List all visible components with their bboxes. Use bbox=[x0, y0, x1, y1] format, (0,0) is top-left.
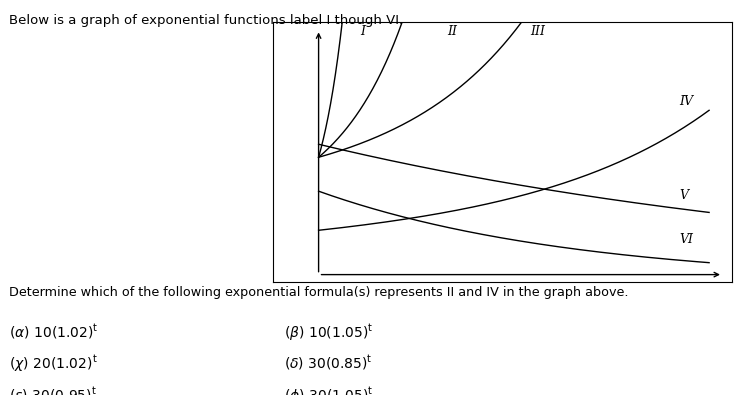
Text: $(\phi)\ \mathregular{30(1.05)^t}$: $(\phi)\ \mathregular{30(1.05)^t}$ bbox=[284, 385, 374, 395]
Text: $(\chi)\ \mathregular{20(1.02)^t}$: $(\chi)\ \mathregular{20(1.02)^t}$ bbox=[9, 354, 98, 374]
Text: VI: VI bbox=[679, 233, 693, 246]
Text: $(\varepsilon)\ \mathregular{30(0.95)^t}$: $(\varepsilon)\ \mathregular{30(0.95)^t}… bbox=[9, 385, 97, 395]
Text: $(\delta)\ \mathregular{30(0.85)^t}$: $(\delta)\ \mathregular{30(0.85)^t}$ bbox=[284, 354, 373, 372]
Text: V: V bbox=[679, 189, 688, 202]
Text: II: II bbox=[447, 25, 457, 38]
Text: III: III bbox=[530, 25, 545, 38]
Text: Determine which of the following exponential formula(s) represents II and IV in : Determine which of the following exponen… bbox=[9, 286, 628, 299]
Text: Below is a graph of exponential functions label I though VI.: Below is a graph of exponential function… bbox=[9, 14, 403, 27]
Text: $(\beta)\ \mathregular{10(1.05)^t}$: $(\beta)\ \mathregular{10(1.05)^t}$ bbox=[284, 322, 374, 342]
Text: IV: IV bbox=[679, 95, 693, 108]
Text: I: I bbox=[360, 25, 365, 38]
Text: $(\alpha)\ \mathregular{10(1.02)^t}$: $(\alpha)\ \mathregular{10(1.02)^t}$ bbox=[9, 322, 99, 340]
